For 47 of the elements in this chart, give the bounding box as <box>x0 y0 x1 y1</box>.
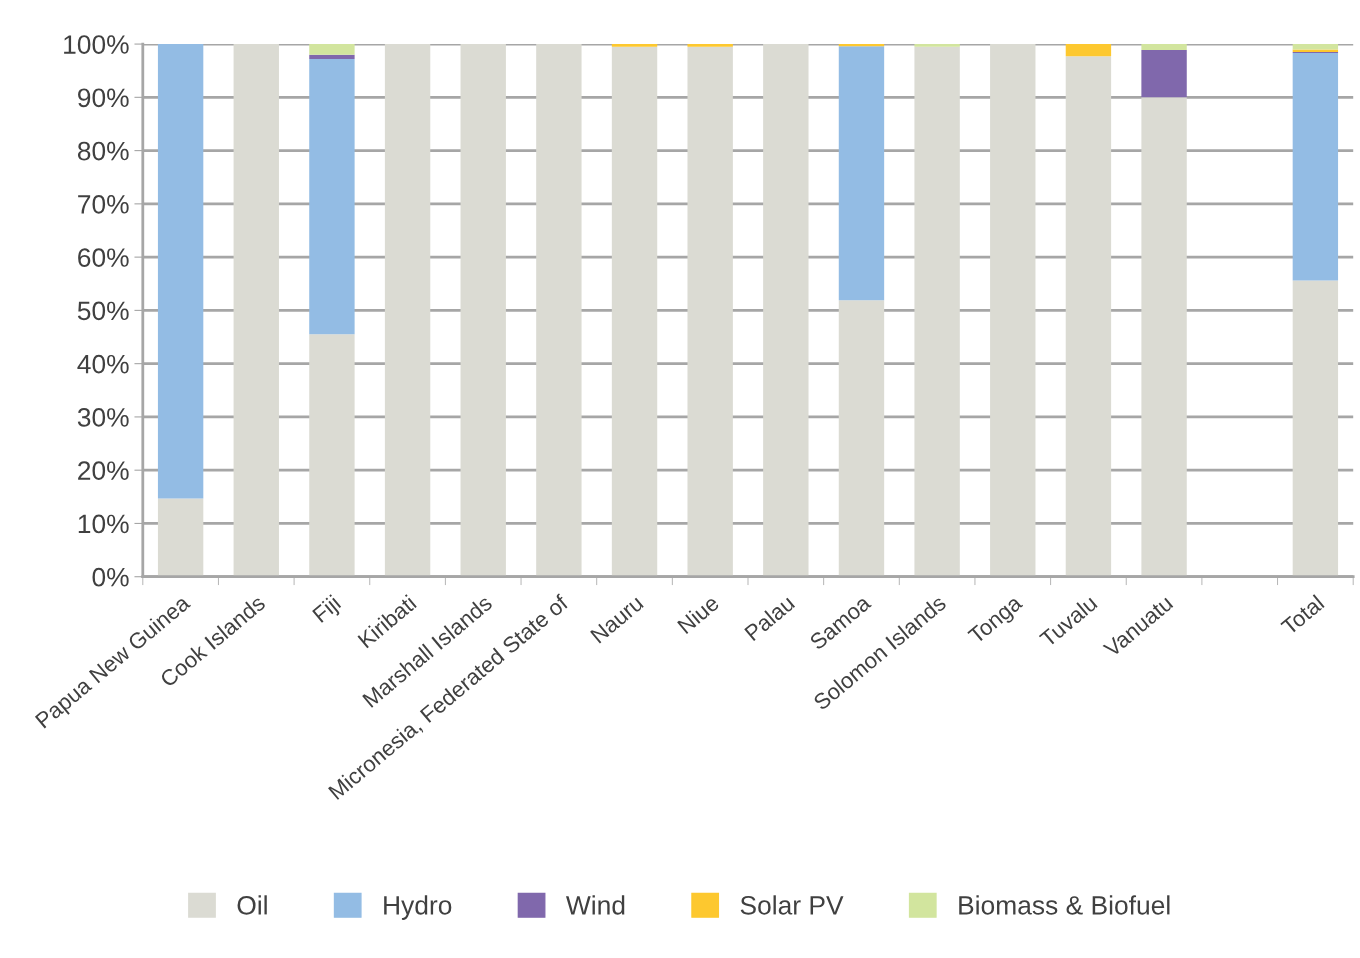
bar <box>233 44 279 577</box>
y-tick-label: 70% <box>78 195 129 214</box>
bar <box>309 54 355 59</box>
x-tick-label: Fiji <box>311 594 345 627</box>
y-tick-label: 10% <box>78 514 129 534</box>
bar <box>838 300 885 577</box>
bar <box>309 58 355 335</box>
y-tick-label: 40% <box>77 354 129 374</box>
bar <box>384 44 431 577</box>
bar <box>1292 44 1339 50</box>
legend-label: Oil <box>237 895 267 915</box>
y-tick-label: 100% <box>64 35 129 54</box>
bar <box>309 44 355 55</box>
legend-label: Biomass & Biofuel <box>959 895 1170 915</box>
bar <box>914 44 960 47</box>
legend-label: Hydro <box>384 895 452 920</box>
y-tick-label: 80% <box>77 141 129 161</box>
bar <box>990 44 1036 577</box>
bar <box>1065 56 1112 577</box>
bar <box>1292 280 1339 577</box>
bar <box>1141 97 1187 577</box>
y-tick-label: 90% <box>78 88 129 108</box>
y-tick-label: 20% <box>78 461 129 481</box>
y-tick-label: 50% <box>77 301 129 321</box>
y-tick-label: 30% <box>77 408 129 427</box>
bar <box>838 44 885 47</box>
legend-label: Solar PV <box>740 895 844 915</box>
y-tick-label: 60% <box>78 248 129 267</box>
bar <box>611 46 658 577</box>
bar <box>1065 44 1112 57</box>
bar <box>460 44 506 577</box>
y-tick-label: 0% <box>92 567 129 587</box>
bar <box>687 46 733 577</box>
bar <box>157 498 204 577</box>
bar <box>763 44 809 577</box>
bar <box>1292 53 1339 281</box>
legend-label: Wind <box>565 895 625 915</box>
bar <box>611 44 658 47</box>
bar <box>309 334 355 577</box>
bar <box>838 46 885 301</box>
bar <box>157 44 204 499</box>
bar <box>914 46 960 577</box>
bar <box>687 44 733 47</box>
bar <box>536 44 582 577</box>
bar <box>1141 49 1187 98</box>
x-tick-label: Niue <box>676 594 720 635</box>
bar <box>1141 44 1187 50</box>
